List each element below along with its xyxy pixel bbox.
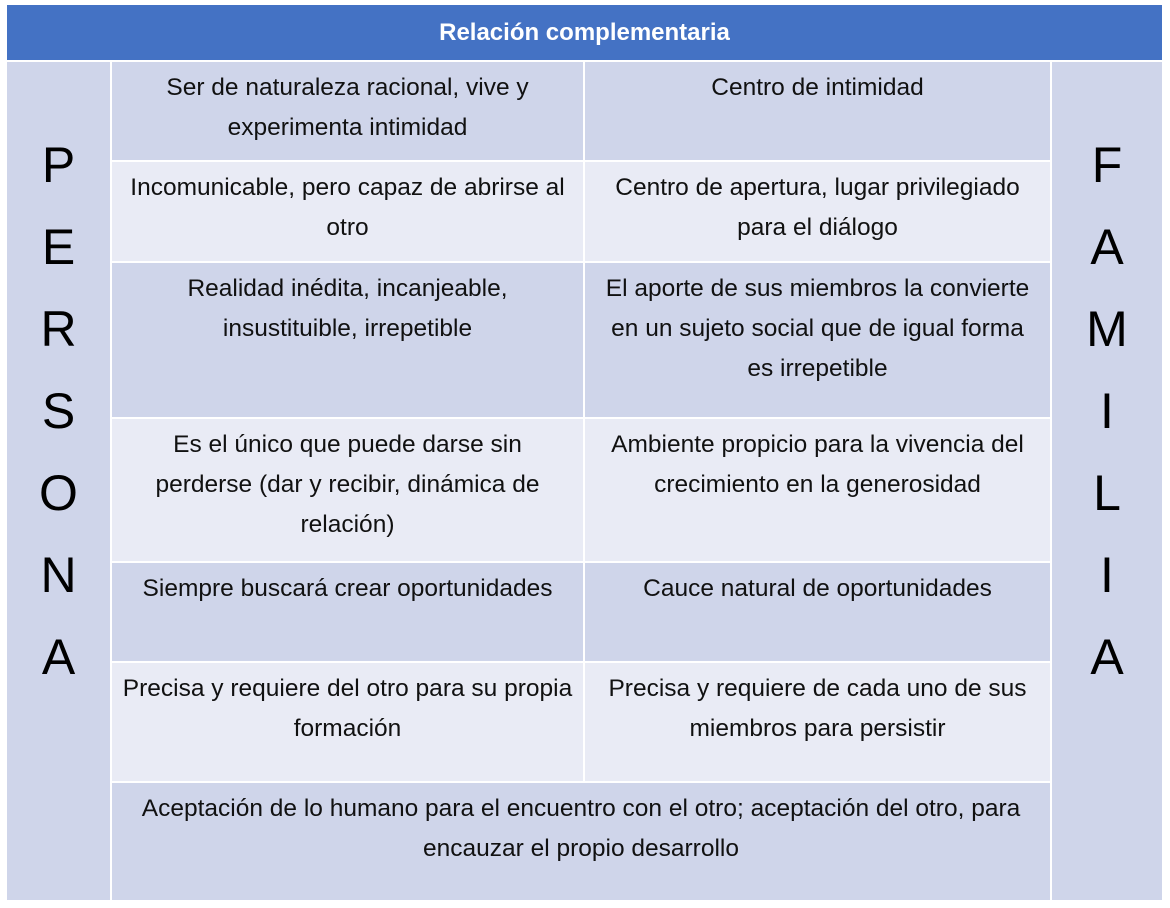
familia-cell: Centro de intimidad: [585, 62, 1050, 162]
familia-cell: Centro de apertura, lugar privilegiado p…: [585, 162, 1050, 263]
footer-cell: Aceptación de lo humano para el encuentr…: [112, 783, 1050, 900]
vertical-letter: E: [41, 219, 76, 275]
vertical-letter: O: [39, 465, 78, 521]
familia-cell: El aporte de sus miembros la convierte e…: [585, 263, 1050, 419]
persona-cell: Es el único que puede darse sin perderse…: [112, 419, 585, 563]
vertical-letter: P: [41, 137, 76, 193]
vertical-letter: I: [1100, 383, 1114, 439]
vertical-letter: N: [40, 547, 77, 603]
vertical-letter: M: [1086, 301, 1128, 357]
familia-cell: Ambiente propicio para la vivencia del c…: [585, 419, 1050, 563]
vertical-letter: L: [1093, 465, 1121, 521]
vertical-letter: A: [1090, 219, 1124, 275]
vertical-letter: A: [1090, 629, 1124, 685]
familia-cell: Cauce natural de oportunidades: [585, 563, 1050, 663]
persona-cell: Incomunicable, pero capaz de abrirse al …: [112, 162, 585, 263]
persona-cell: Precisa y requiere del otro para su prop…: [112, 663, 585, 783]
vertical-letter: A: [41, 629, 76, 685]
persona-cell: Siempre buscará crear oportunidades: [112, 563, 585, 663]
familia-cell: Precisa y requiere de cada uno de sus mi…: [585, 663, 1050, 783]
persona-cell: Realidad inédita, incanjeable, insustitu…: [112, 263, 585, 419]
vertical-letter: I: [1100, 547, 1114, 603]
vertical-letter: F: [1091, 137, 1123, 193]
persona-cell: Ser de naturaleza racional, vive y exper…: [112, 62, 585, 162]
table-title: Relación complementaria: [7, 5, 1162, 62]
vertical-letter: R: [40, 301, 77, 357]
vertical-letter: S: [41, 383, 76, 439]
